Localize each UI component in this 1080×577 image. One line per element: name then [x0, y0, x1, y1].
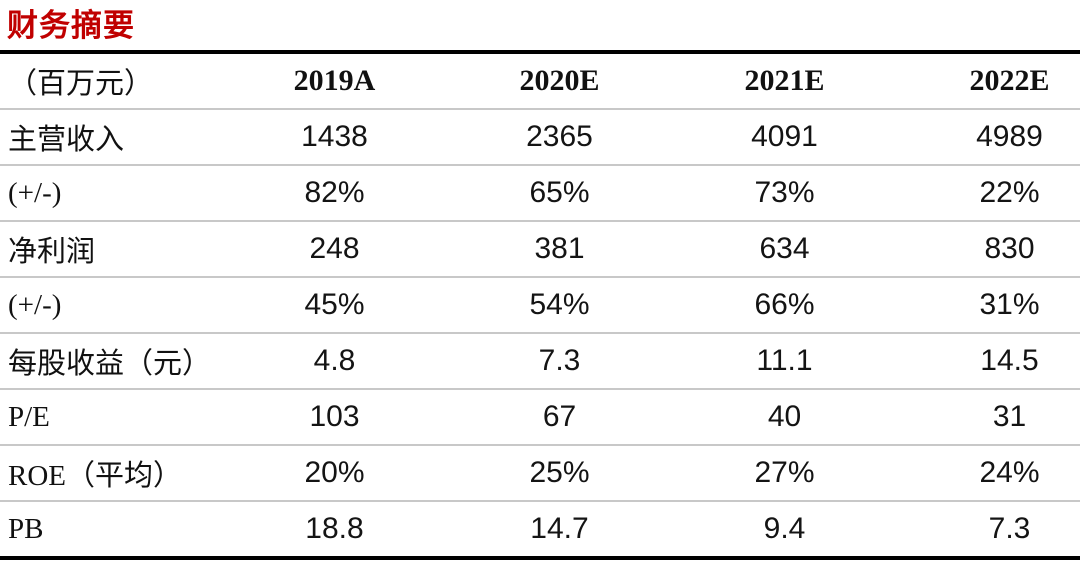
row-label: 每股收益（元） — [0, 332, 222, 389]
cell-value: 66% — [672, 276, 897, 333]
row-label: 主营收入 — [0, 108, 222, 165]
cell-value: 73% — [672, 164, 897, 221]
table-row-revenue-growth: (+/-) 82% 65% 73% 22% — [0, 164, 1080, 221]
cell-value: 54% — [447, 276, 672, 333]
table-row-eps: 每股收益（元） 4.8 7.3 11.1 14.5 — [0, 332, 1080, 389]
cell-value: 31 — [897, 388, 1080, 445]
table-row-roe: ROE（平均） 20% 25% 27% 24% — [0, 444, 1080, 501]
financial-summary-table: （百万元） 2019A 2020E 2021E 2022E 主营收入 1438 … — [0, 50, 1080, 560]
cell-value: 2365 — [447, 108, 672, 165]
table-header-row: （百万元） 2019A 2020E 2021E 2022E — [0, 52, 1080, 109]
cell-value: 4.8 — [222, 332, 447, 389]
cell-value: 22% — [897, 164, 1080, 221]
header-2019A: 2019A — [293, 64, 376, 97]
table-row-net-profit-growth: (+/-) 45% 54% 66% 31% — [0, 276, 1080, 333]
cell-value: 7.3 — [447, 332, 672, 389]
row-label: P/E — [0, 388, 222, 445]
table-row-pe: P/E 103 67 40 31 — [0, 388, 1080, 445]
cell-value: 25% — [447, 444, 672, 501]
header-2020E: 2020E — [519, 64, 600, 97]
row-label: PB — [0, 500, 222, 558]
cell-value: 65% — [447, 164, 672, 221]
row-label: 净利润 — [0, 220, 222, 277]
cell-value: 4989 — [897, 108, 1080, 165]
header-2021E: 2021E — [744, 64, 825, 97]
cell-value: 4091 — [672, 108, 897, 165]
cell-value: 1438 — [222, 108, 447, 165]
cell-value: 40 — [672, 388, 897, 445]
cell-value: 31% — [897, 276, 1080, 333]
cell-value: 381 — [447, 220, 672, 277]
cell-value: 103 — [222, 388, 447, 445]
table-row-pb: PB 18.8 14.7 9.4 7.3 — [0, 500, 1080, 558]
row-label: ROE（平均） — [0, 444, 222, 501]
row-label: (+/-) — [0, 276, 222, 333]
header-unit-label: （百万元） — [8, 68, 154, 100]
cell-value: 18.8 — [222, 500, 447, 558]
page-title: 财务摘要 — [7, 8, 135, 43]
cell-value: 7.3 — [897, 500, 1080, 558]
table-row-net-profit: 净利润 248 381 634 830 — [0, 220, 1080, 277]
cell-value: 14.7 — [447, 500, 672, 558]
cell-value: 24% — [897, 444, 1080, 501]
cell-value: 9.4 — [672, 500, 897, 558]
cell-value: 67 — [447, 388, 672, 445]
row-label: (+/-) — [0, 164, 222, 221]
cell-value: 14.5 — [897, 332, 1080, 389]
cell-value: 830 — [897, 220, 1080, 277]
cell-value: 634 — [672, 220, 897, 277]
cell-value: 45% — [222, 276, 447, 333]
table-row-revenue: 主营收入 1438 2365 4091 4989 — [0, 108, 1080, 165]
header-2022E: 2022E — [969, 64, 1050, 97]
cell-value: 82% — [222, 164, 447, 221]
cell-value: 27% — [672, 444, 897, 501]
cell-value: 11.1 — [672, 332, 897, 389]
cell-value: 20% — [222, 444, 447, 501]
cell-value: 248 — [222, 220, 447, 277]
